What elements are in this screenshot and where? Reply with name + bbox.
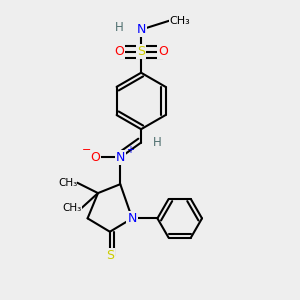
Text: CH₃: CH₃ <box>58 178 77 188</box>
Text: +: + <box>126 145 134 155</box>
Text: −: − <box>82 145 92 155</box>
Text: N: N <box>128 212 137 225</box>
Text: H: H <box>153 136 162 149</box>
Text: N: N <box>136 23 146 36</box>
Text: N: N <box>116 151 125 164</box>
Text: S: S <box>106 249 114 262</box>
Text: CH₃: CH₃ <box>62 203 82 213</box>
Text: O: O <box>114 45 124 58</box>
Text: H: H <box>114 21 123 34</box>
Text: CH₃: CH₃ <box>169 16 190 26</box>
Text: O: O <box>158 45 168 58</box>
Text: S: S <box>137 45 145 58</box>
Text: O: O <box>90 151 100 164</box>
